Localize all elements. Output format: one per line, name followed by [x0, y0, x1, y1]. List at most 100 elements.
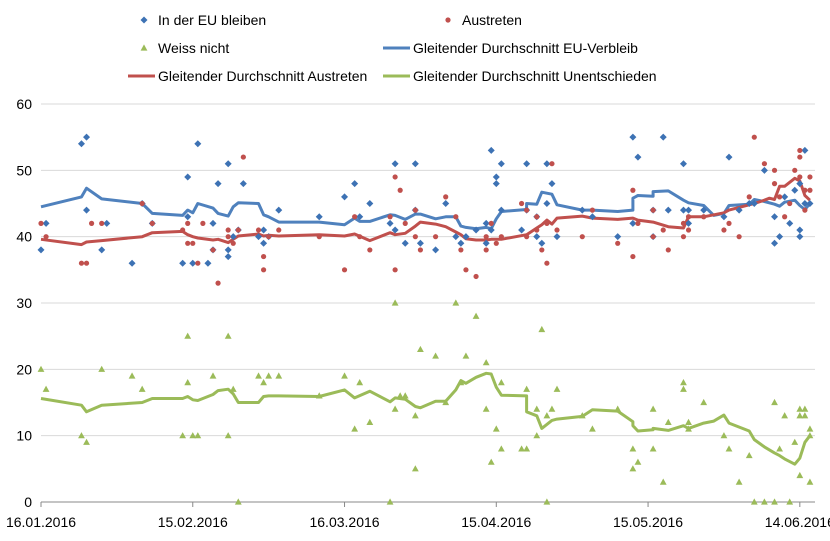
point-weiss-nicht-65	[664, 418, 672, 425]
point-in-der-eu-bleiben-55	[497, 160, 505, 168]
point-in-der-eu-bleiben-13	[189, 259, 197, 267]
point-weiss-nicht-14	[224, 332, 232, 339]
point-austreten-0	[38, 220, 44, 226]
point-weiss-nicht-35	[442, 398, 450, 406]
point-austreten-27	[341, 267, 348, 273]
point-austreten-56	[544, 260, 550, 266]
point-in-der-eu-bleiben-26	[260, 226, 268, 234]
point-austreten-16	[225, 234, 231, 240]
point-weiss-nicht-84	[796, 471, 804, 479]
legend-label-gleitender-durchschnitt-unentschieden: Gleitender Durchschnitt Unentschieden	[413, 68, 657, 84]
point-austreten-80	[761, 161, 768, 167]
point-in-der-eu-bleiben-61	[538, 239, 546, 247]
point-in-der-eu-bleiben-56	[518, 226, 526, 234]
point-weiss-nicht-43	[492, 425, 500, 432]
point-austreten-68	[660, 227, 666, 233]
point-weiss-nicht-29	[396, 392, 404, 399]
point-in-der-eu-bleiben-20	[224, 246, 232, 254]
x-tick-label-5: 14.06.2016	[765, 514, 830, 530]
point-in-der-eu-bleiben-41	[416, 239, 424, 247]
point-austreten-89	[797, 147, 803, 154]
point-austreten-58	[549, 161, 555, 167]
legend-item-weiss-nicht: Weiss nicht	[140, 40, 229, 56]
series-points-in-der-eu-bleiben	[37, 133, 814, 267]
point-in-der-eu-bleiben-32	[351, 180, 359, 188]
point-austreten-93	[807, 187, 813, 193]
point-in-der-eu-bleiben-2	[77, 140, 85, 148]
point-weiss-nicht-45	[497, 379, 505, 386]
point-austreten-86	[792, 167, 798, 173]
point-in-der-eu-bleiben-89	[776, 233, 784, 241]
point-weiss-nicht-21	[315, 392, 323, 399]
point-in-der-eu-bleiben-90	[781, 193, 789, 201]
point-in-der-eu-bleiben-42	[432, 246, 440, 254]
moving-average-lines	[40, 176, 812, 466]
point-weiss-nicht-0	[37, 365, 45, 372]
point-austreten-66	[650, 234, 656, 240]
point-austreten-64	[630, 253, 636, 260]
point-austreten-19	[235, 227, 241, 233]
point-weiss-nicht-80	[781, 412, 789, 419]
point-weiss-nicht-77	[771, 398, 778, 406]
point-austreten-14	[210, 247, 216, 253]
point-in-der-eu-bleiben-21	[224, 253, 232, 261]
point-austreten-10	[185, 220, 191, 226]
point-austreten-65	[635, 220, 641, 226]
point-in-der-eu-bleiben-45	[457, 239, 465, 247]
point-weiss-nicht-36	[452, 299, 460, 306]
point-in-der-eu-bleiben-51	[487, 226, 495, 234]
point-weiss-nicht-11	[194, 432, 202, 439]
point-austreten-63	[630, 187, 636, 193]
point-weiss-nicht-61	[634, 458, 642, 465]
point-in-der-eu-bleiben-63	[543, 160, 551, 168]
point-austreten-44	[473, 273, 479, 280]
point-in-der-eu-bleiben-43	[442, 200, 450, 207]
point-weiss-nicht-25	[366, 418, 374, 425]
point-austreten-45	[483, 247, 489, 253]
point-austreten-54	[534, 214, 540, 220]
point-austreten-41	[453, 214, 459, 220]
point-in-der-eu-bleiben-5	[98, 246, 106, 254]
point-weiss-nicht-19	[265, 372, 273, 379]
poll-points	[37, 133, 814, 505]
point-weiss-nicht-7	[179, 432, 187, 439]
point-austreten-91	[802, 207, 808, 213]
point-weiss-nicht-31	[411, 465, 419, 472]
point-austreten-87	[797, 154, 803, 160]
point-weiss-nicht-20	[275, 372, 283, 379]
point-in-der-eu-bleiben-19	[224, 160, 232, 168]
point-weiss-nicht-28	[391, 299, 399, 306]
point-in-der-eu-bleiben-25	[255, 233, 263, 241]
point-in-der-eu-bleiben-96	[801, 146, 809, 154]
point-austreten-90	[802, 187, 808, 193]
legend-item-gleitender-durchschnitt-eu-verbleib: Gleitender Durchschnitt EU-Verbleib	[383, 40, 638, 56]
point-austreten-6	[139, 200, 145, 207]
point-in-der-eu-bleiben-88	[771, 213, 779, 221]
point-austreten-42	[458, 247, 464, 253]
point-austreten-21	[255, 227, 262, 233]
point-in-der-eu-bleiben-98	[806, 200, 814, 207]
point-weiss-nicht-5	[128, 372, 136, 379]
point-in-der-eu-bleiben-50	[487, 146, 495, 154]
point-weiss-nicht-59	[629, 445, 637, 452]
point-weiss-nicht-16	[234, 498, 242, 505]
point-in-der-eu-bleiben-53	[492, 173, 500, 181]
series-points-austreten	[38, 134, 813, 286]
point-in-der-eu-bleiben-12	[184, 213, 192, 221]
point-in-der-eu-bleiben-54	[497, 206, 505, 214]
legend-label-gleitender-durchschnitt-austreten: Gleitender Durchschnitt Austreten	[158, 68, 367, 84]
point-weiss-nicht-24	[356, 379, 364, 386]
point-in-der-eu-bleiben-57	[523, 160, 531, 168]
point-in-der-eu-bleiben-70	[629, 219, 637, 227]
point-austreten-77	[736, 234, 742, 240]
point-weiss-nicht-81	[786, 498, 794, 505]
legend-label-gleitender-durchschnitt-eu-verbleib: Gleitender Durchschnitt EU-Verbleib	[413, 40, 638, 56]
point-austreten-51	[524, 234, 530, 240]
point-austreten-29	[357, 234, 363, 240]
point-weiss-nicht-86	[801, 405, 809, 412]
point-weiss-nicht-17	[255, 372, 262, 379]
point-austreten-73	[685, 214, 692, 220]
point-in-der-eu-bleiben-65	[553, 233, 561, 241]
point-in-der-eu-bleiben-36	[391, 160, 399, 168]
